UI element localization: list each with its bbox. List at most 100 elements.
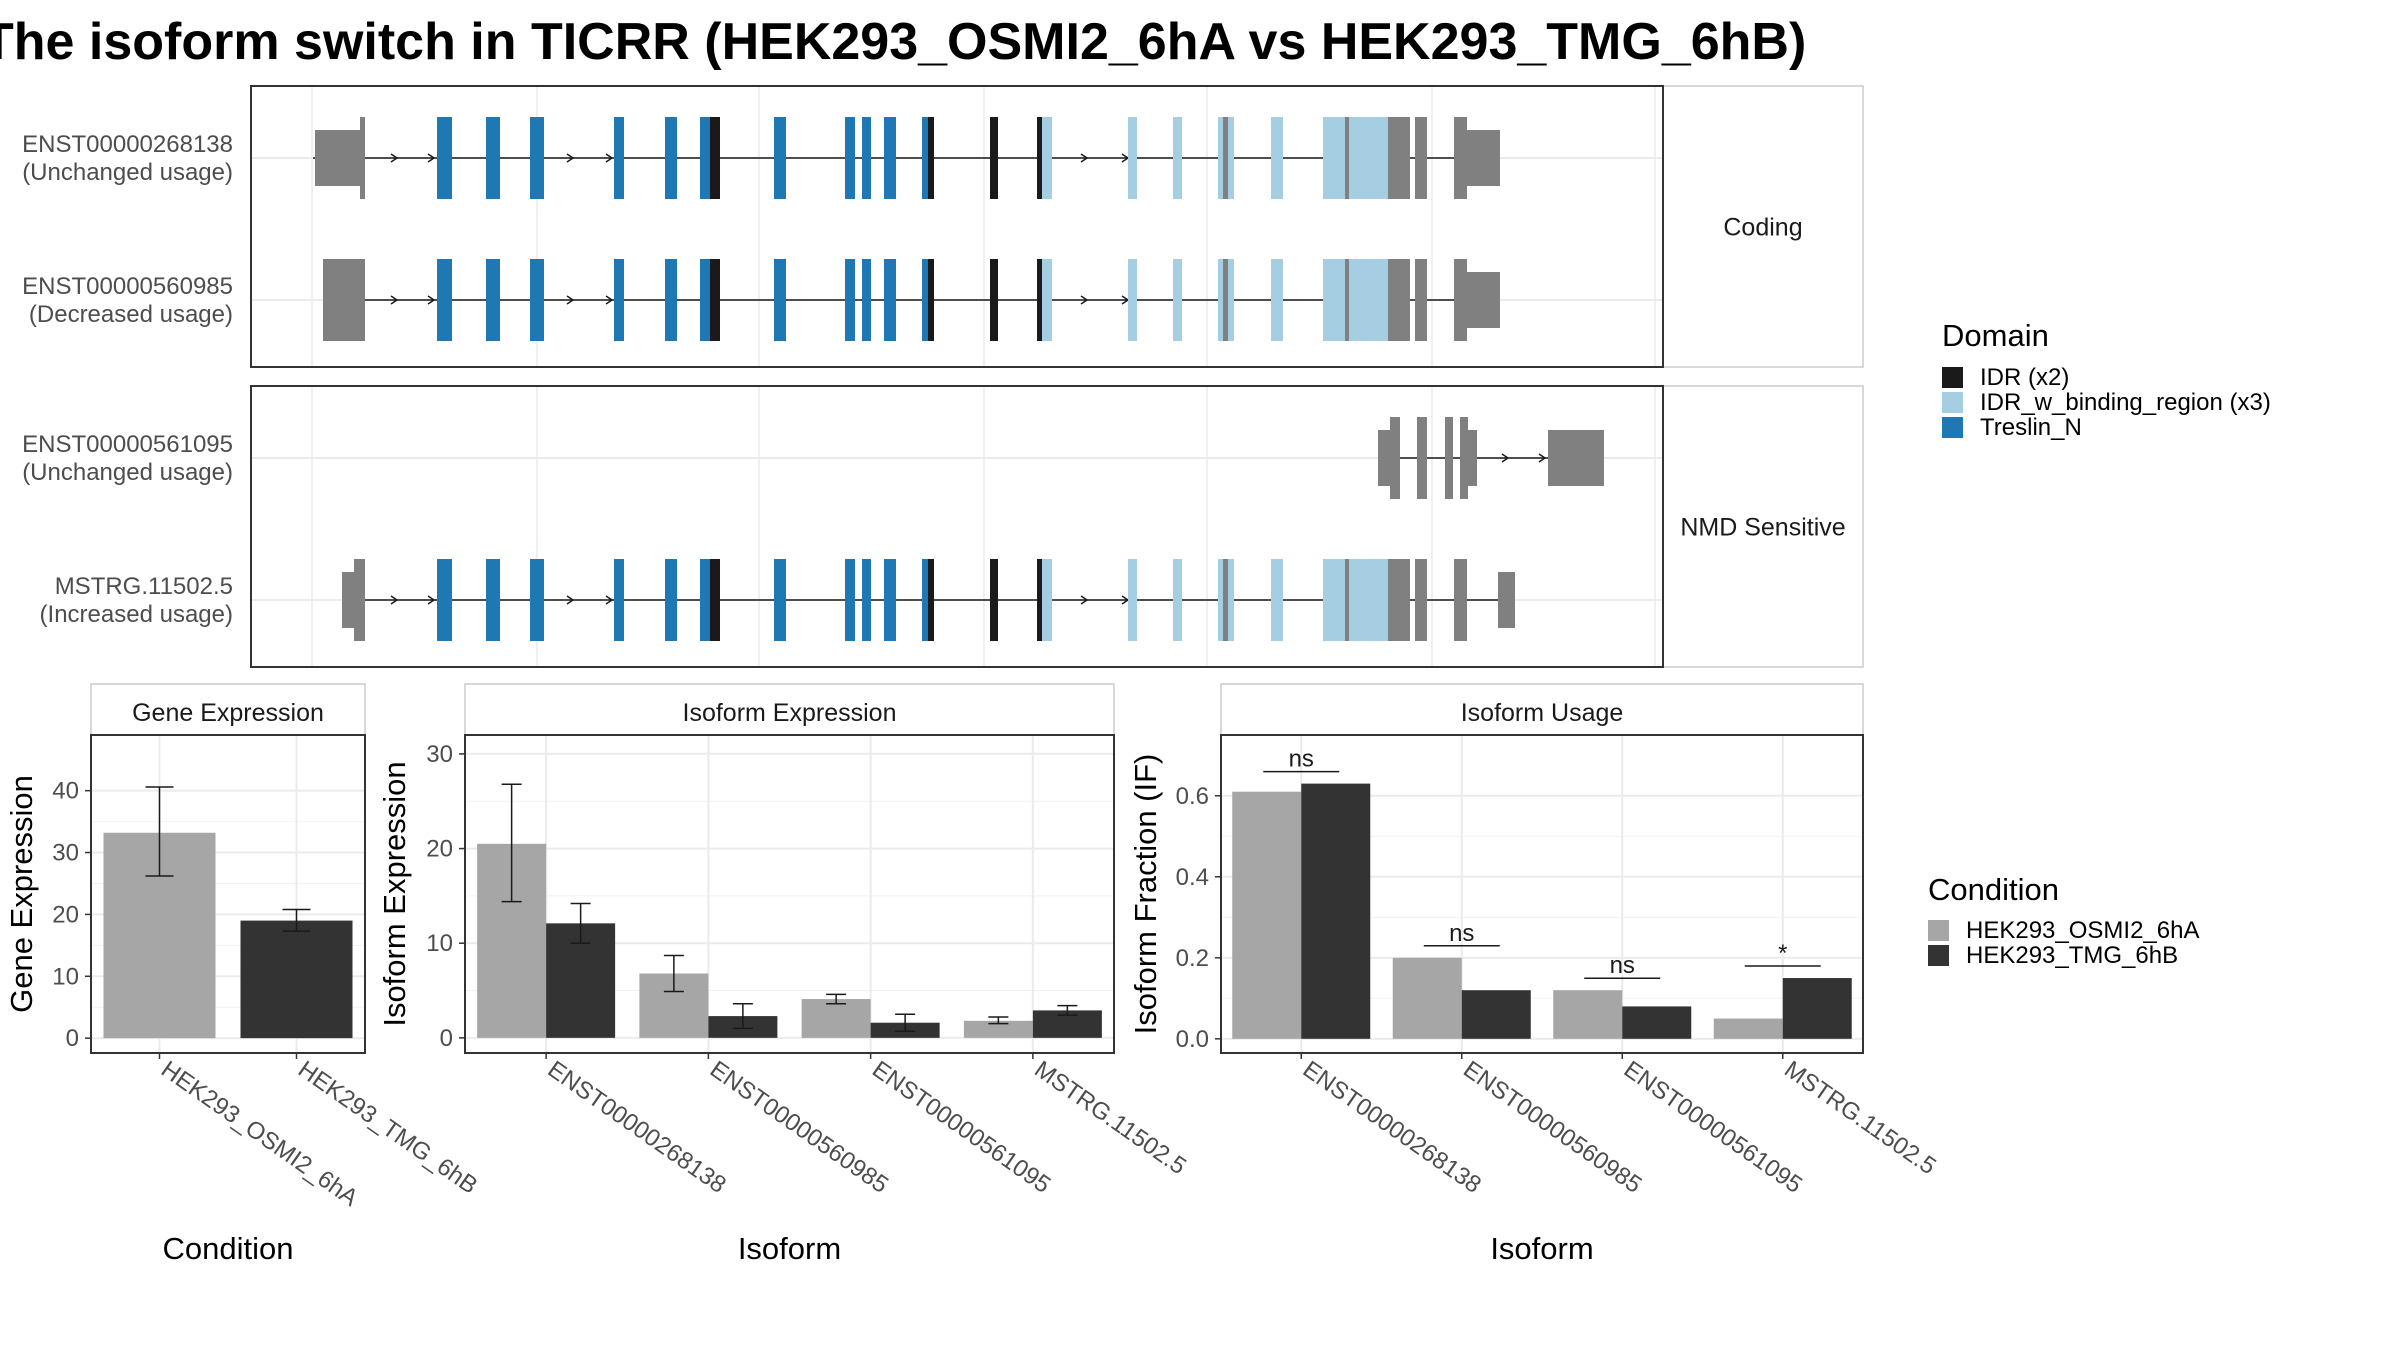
legend-item-label: IDR_w_binding_region (x3) [1980,389,2271,416]
legend-swatch [1928,945,1949,966]
exon-domain-treslin [614,559,624,641]
strand-arrow [390,295,399,305]
exon-domain-treslin [486,117,500,199]
y-tick-label: 10 [426,930,453,957]
exon-domain-idr [710,559,720,641]
error-bar [732,1003,753,1030]
error-bar [570,902,591,944]
y-tick-label: 0 [440,1025,453,1052]
exon-domain-treslin [862,559,871,641]
significance-label: ns [1289,746,1314,773]
y-tick-label: 30 [52,840,79,867]
exon-domain-treslin [437,559,452,641]
chart-panel-border [90,734,366,1054]
exon-domain-idr [990,117,998,199]
exon-utr [1223,117,1228,199]
exon-domain-treslin [437,259,452,341]
strand-arrow [1538,453,1547,463]
strand-arrow [566,153,575,163]
exon-domain-treslin [774,259,786,341]
exon-utr [1458,272,1500,328]
x-tick-label: MSTRG.11502.5 [1029,1056,1191,1180]
exon-utr [1388,559,1410,641]
legend-swatch [1942,417,1963,438]
chart-title: Gene Expression [132,699,324,727]
x-axis-label: Condition [163,1231,294,1266]
error-bar [895,1013,916,1032]
exon-domain-treslin [862,117,871,199]
legend-item-label: Treslin_N [1980,414,2082,441]
panel-strip [1662,385,1864,668]
exon-domain-treslin [862,259,871,341]
chart-strip [464,683,1115,736]
x-tick-label: ENST00000268138 [543,1056,731,1199]
exon-utr [1223,259,1228,341]
legend-item-label: IDR (x2) [1980,364,2069,391]
exon-domain-idr [990,259,998,341]
legend-title: Condition [1928,872,2059,907]
isoform-id-label: ENST00000560985 [22,273,233,300]
x-tick-label: MSTRG.11502.5 [1779,1056,1941,1180]
structure-panel-border [250,85,1664,368]
exon-domain-idr [1037,259,1042,341]
exon-domain-idr_binding [1323,117,1390,199]
strand-arrow [566,595,575,605]
bar-HEK293_OSMI2_6hA-ENST00000560985 [1392,957,1462,1039]
bar-HEK293_OSMI2_6hA-ENST00000268138 [1232,791,1302,1039]
exon-domain-idr_binding [1271,559,1283,641]
bar-HEK293_OSMI2_6hA-ENST00000561095 [801,999,871,1038]
chart-strip [1220,683,1864,736]
strand-arrow [390,153,399,163]
isoform-status-label: (Increased usage) [40,601,233,628]
exon-domain-idr_binding [1173,117,1182,199]
bar-HEK293_OSMI2_6hA-MSTRG.11502.5 [963,1020,1033,1038]
y-tick-label: 40 [52,778,79,805]
error-bar [282,908,311,932]
strand-arrow [605,295,614,305]
exon-domain-idr_binding [1271,259,1283,341]
y-tick-label: 30 [426,741,453,768]
x-axis-label: Isoform [738,1231,841,1266]
exon-utr [1460,417,1468,499]
exon-domain-idr [710,259,720,341]
y-tick-label: 0 [66,1025,79,1052]
exon-domain-treslin [845,259,855,341]
legend-swatch [1928,920,1949,941]
y-tick-label: 0.0 [1176,1026,1209,1053]
exon-domain-treslin [665,117,677,199]
exon-domain-idr_binding [1323,559,1390,641]
exon-utr [1388,259,1410,341]
exon-utr [1415,117,1427,199]
exon-utr [1345,117,1349,199]
x-tick-label: ENST00000561095 [867,1056,1055,1199]
y-axis-label: Isoform Fraction (IF) [1128,754,1163,1035]
exon-domain-treslin [884,117,896,199]
exon-domain-idr [1037,559,1042,641]
significance-label: ns [1610,952,1635,979]
x-axis-label: Isoform [1490,1231,1593,1266]
exon-utr [1223,559,1228,641]
significance-label: ns [1449,920,1474,947]
exon-utr [1415,259,1427,341]
exon-utr [323,259,365,341]
strand-arrow [1080,153,1089,163]
exon-domain-idr_binding [1128,117,1137,199]
exon-utr [1458,572,1467,628]
chart-title: The isoform switch in TICRR (HEK293_OSMI… [0,6,1880,82]
structure-panel-bg [251,86,1663,367]
panel-strip [1662,85,1864,368]
exon-domain-idr [928,117,934,199]
exon-domain-idr [1037,117,1042,199]
panel-strip-label: NMD Sensitive [1680,514,1845,542]
exon-domain-treslin [884,259,896,341]
legend-swatch [1942,367,1963,388]
chart-title: Isoform Usage [1461,699,1624,727]
bar-HEK293_OSMI2_6hA-MSTRG.11502.5 [1713,1018,1783,1039]
exon-utr [1345,559,1349,641]
exon-domain-idr_binding [1271,117,1283,199]
strand-arrow [427,153,436,163]
exon-utr [1390,417,1400,499]
exon-domain-idr_binding [1173,259,1182,341]
exon-utr [1345,259,1349,341]
